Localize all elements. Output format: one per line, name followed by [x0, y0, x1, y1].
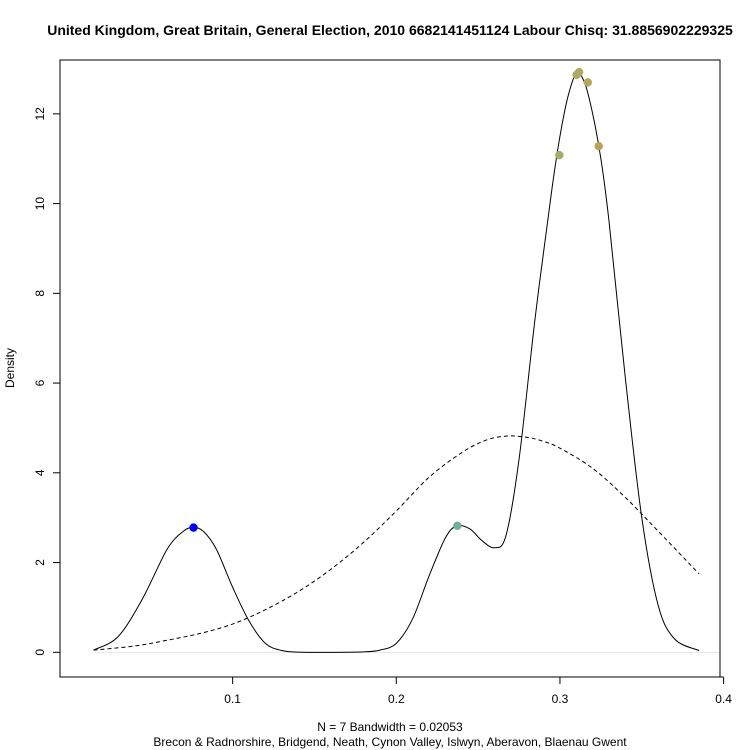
data-point	[453, 521, 462, 531]
data-point	[594, 141, 603, 151]
x-tick-label: 0.4	[715, 692, 732, 706]
data-point	[583, 78, 593, 87]
dashed-normal-curve	[93, 435, 700, 651]
y-axis: 0 2 4 6 8 10 12	[33, 107, 61, 656]
x-tick-label: 0.1	[224, 692, 241, 706]
y-axis-label: Density	[3, 348, 17, 388]
x-axis: 0.1 0.2 0.3 0.4	[224, 676, 732, 706]
y-tick-label: 2	[33, 559, 47, 566]
y-tick-label: 8	[33, 290, 47, 297]
x-tick-label: 0.3	[552, 692, 569, 706]
x-tick-label: 0.2	[388, 692, 405, 706]
data-point	[189, 523, 198, 532]
y-tick-label: 4	[33, 469, 47, 476]
data-point	[555, 150, 564, 160]
density-curves	[93, 72, 700, 653]
x-axis-label-districts: Brecon & Radnorshire, Bridgend, Neath, C…	[153, 735, 627, 749]
y-tick-label: 12	[33, 107, 47, 121]
plot-frame	[59, 59, 721, 678]
chart-title: United Kingdom, Great Britain, General E…	[47, 22, 733, 38]
y-tick-label: 10	[33, 197, 47, 211]
x-axis-label-stats: N = 7 Bandwidth = 0.02053	[317, 720, 463, 734]
y-tick-label: 6	[33, 379, 47, 386]
data-point	[574, 67, 584, 77]
solid-density-curve	[93, 72, 700, 653]
data-points	[189, 67, 603, 532]
y-tick-label: 0	[33, 649, 47, 656]
